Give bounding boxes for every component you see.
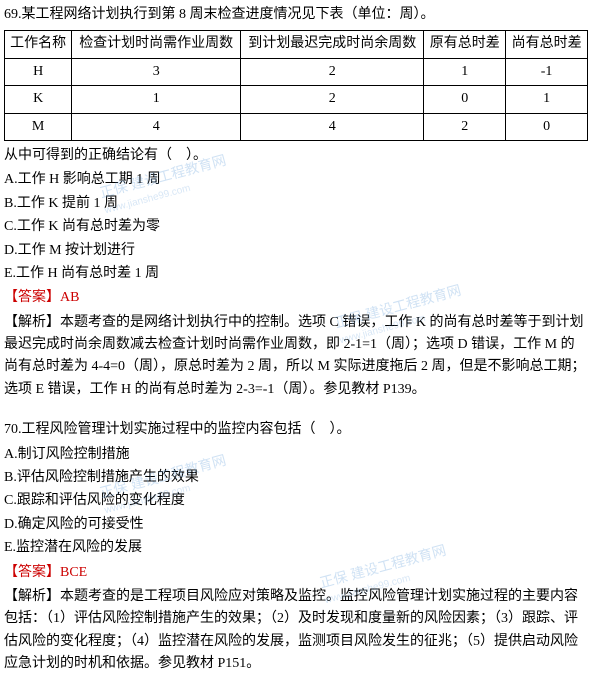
cell: H bbox=[5, 58, 72, 85]
answer-label: 【答案】 bbox=[4, 290, 60, 305]
table-row: H 3 2 1 -1 bbox=[5, 58, 588, 85]
cell: 1 bbox=[424, 58, 506, 85]
spacer bbox=[4, 403, 588, 419]
cell: -1 bbox=[506, 58, 588, 85]
col-check: 检查计划时尚需作业周数 bbox=[72, 31, 241, 58]
cell: 2 bbox=[241, 58, 424, 85]
q69-option-e: E.工作 H 尚有总时差 1 周 bbox=[4, 263, 588, 285]
q69-stem: 69.某工程网络计划执行到第 8 周末检查进度情况见下表（单位：周）。 bbox=[4, 4, 588, 26]
table-header-row: 工作名称 检查计划时尚需作业周数 到计划最迟完成时尚余周数 原有总时差 尚有总时… bbox=[5, 31, 588, 58]
q70-answer: 【答案】BCE bbox=[4, 562, 588, 584]
cell: 1 bbox=[506, 86, 588, 113]
q69-option-d: D.工作 M 按计划进行 bbox=[4, 240, 588, 262]
cell: M bbox=[5, 113, 72, 140]
col-still-float: 尚有总时差 bbox=[506, 31, 588, 58]
q70-option-e: E.监控潜在风险的发展 bbox=[4, 537, 588, 559]
table-row: K 1 2 0 1 bbox=[5, 86, 588, 113]
q70-option-b: B.评估风险控制措施产生的效果 bbox=[4, 467, 588, 489]
q70-option-d: D.确定风险的可接受性 bbox=[4, 514, 588, 536]
cell: 0 bbox=[424, 86, 506, 113]
q70-option-a: A.制订风险控制措施 bbox=[4, 444, 588, 466]
answer-value: AB bbox=[60, 290, 79, 305]
col-remain: 到计划最迟完成时尚余周数 bbox=[241, 31, 424, 58]
answer-label: 【答案】 bbox=[4, 565, 60, 580]
cell: 1 bbox=[72, 86, 241, 113]
answer-value: BCE bbox=[60, 565, 87, 580]
q69-explain: 【解析】本题考查的是网络计划执行中的控制。选项 C 错误，工作 K 的尚有总时差… bbox=[4, 312, 588, 402]
q70-explain: 【解析】本题考查的是工程项目风险应对策略及监控。监控风险管理计划实施过程的主要内… bbox=[4, 586, 588, 676]
col-orig-float: 原有总时差 bbox=[424, 31, 506, 58]
explain-text: 本题考查的是工程项目风险应对策略及监控。监控风险管理计划实施过程的主要内容包括：… bbox=[4, 589, 578, 671]
cell: 4 bbox=[241, 113, 424, 140]
col-name: 工作名称 bbox=[5, 31, 72, 58]
cell: 2 bbox=[424, 113, 506, 140]
q70-stem: 70.工程风险管理计划实施过程中的监控内容包括（ ）。 bbox=[4, 419, 588, 441]
table-row: M 4 4 2 0 bbox=[5, 113, 588, 140]
q69-subtext: 从中可得到的正确结论有（ ）。 bbox=[4, 145, 588, 167]
q69-option-a: A.工作 H 影响总工期 1 周 bbox=[4, 169, 588, 191]
explain-label: 【解析】 bbox=[4, 315, 60, 330]
cell: 4 bbox=[72, 113, 241, 140]
q69-option-b: B.工作 K 提前 1 周 bbox=[4, 193, 588, 215]
cell: K bbox=[5, 86, 72, 113]
explain-text: 本题考查的是网络计划执行中的控制。选项 C 错误，工作 K 的尚有总时差等于到计… bbox=[4, 315, 586, 397]
q69-answer: 【答案】AB bbox=[4, 287, 588, 309]
cell: 2 bbox=[241, 86, 424, 113]
explain-label: 【解析】 bbox=[4, 589, 60, 604]
q69-option-c: C.工作 K 尚有总时差为零 bbox=[4, 216, 588, 238]
q70-option-c: C.跟踪和评估风险的变化程度 bbox=[4, 490, 588, 512]
q69-table: 工作名称 检查计划时尚需作业周数 到计划最迟完成时尚余周数 原有总时差 尚有总时… bbox=[4, 30, 588, 141]
cell: 3 bbox=[72, 58, 241, 85]
cell: 0 bbox=[506, 113, 588, 140]
